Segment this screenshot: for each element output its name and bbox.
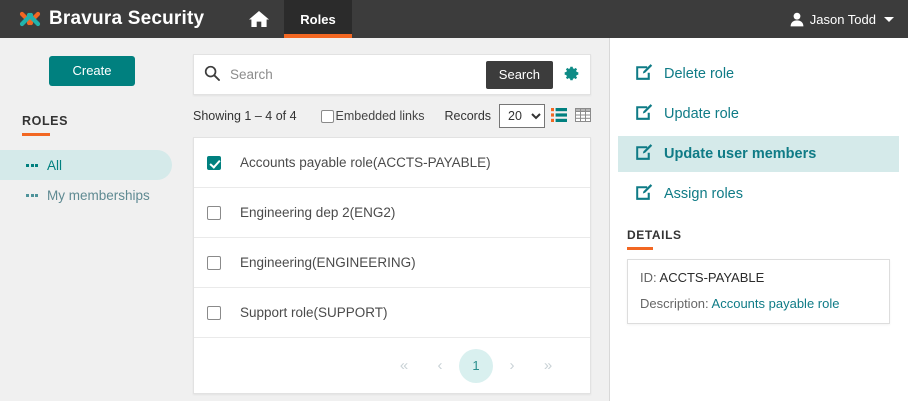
edit-pencil-icon: [635, 183, 653, 205]
action-delete-role[interactable]: Delete role: [618, 56, 899, 92]
home-icon: [248, 9, 270, 29]
chevron-down-icon: [884, 16, 894, 22]
detail-id: ID: ACCTS-PAYABLE: [640, 270, 877, 285]
action-update-role-label: Update role: [664, 106, 739, 122]
gear-icon: [563, 65, 580, 85]
bravura-pinwheel-logo-icon: [18, 7, 42, 31]
view-toggle-group: [551, 107, 591, 125]
row-label: Engineering dep 2(ENG2): [240, 205, 396, 220]
pagination-first[interactable]: «: [399, 357, 409, 374]
table-row[interactable]: Support role(SUPPORT): [194, 288, 590, 338]
list-toolbar: Showing 1 – 4 of 4 Embedded links Record…: [193, 99, 591, 133]
pagination-next[interactable]: ›: [509, 357, 515, 374]
pagination-last[interactable]: »: [543, 357, 553, 374]
row-checkbox[interactable]: [207, 255, 221, 270]
embedded-links-label: Embedded links: [335, 109, 425, 123]
table-row[interactable]: Engineering(ENGINEERING): [194, 238, 590, 288]
records-select[interactable]: 20: [499, 104, 546, 128]
left-area: Create ROLES All My memberships: [0, 38, 610, 401]
detail-description-label: Description:: [640, 296, 709, 311]
edit-pencil-icon: [635, 103, 653, 125]
row-checkbox[interactable]: [207, 155, 221, 170]
sidebar-item-all-label: All: [47, 157, 63, 173]
sidebar-item-my-memberships[interactable]: My memberships: [0, 180, 172, 210]
settings-button[interactable]: [553, 65, 584, 85]
actions-panel: Delete role Update role: [610, 38, 907, 401]
detail-description: Description: Accounts payable role: [640, 296, 877, 311]
search-input[interactable]: [228, 62, 486, 87]
center-column: Search Showing 1 – 4 of 4: [184, 38, 609, 401]
action-update-role[interactable]: Update role: [618, 96, 899, 132]
action-update-user-members-label: Update user members: [664, 146, 817, 162]
detail-description-value[interactable]: Accounts payable role: [711, 296, 840, 311]
user-menu[interactable]: Jason Todd: [790, 0, 908, 38]
main-nav: Roles: [234, 0, 353, 38]
detail-id-label: ID:: [640, 270, 657, 285]
sidebar-list: All My memberships: [0, 150, 184, 210]
nav-item-roles-label: Roles: [300, 11, 336, 27]
user-icon: [790, 12, 804, 27]
table-row[interactable]: Engineering dep 2(ENG2): [194, 188, 590, 238]
row-checkbox[interactable]: [207, 305, 221, 320]
search-icon: [204, 65, 220, 84]
roles-list: Accounts payable role(ACCTS-PAYABLE) Eng…: [193, 137, 591, 394]
row-label: Support role(SUPPORT): [240, 305, 388, 320]
dots-icon: [26, 193, 38, 197]
edit-pencil-icon: [635, 63, 653, 85]
nav-item-roles[interactable]: Roles: [284, 0, 353, 38]
dots-icon: [26, 163, 38, 167]
records-label: Records: [444, 109, 492, 123]
table-row[interactable]: Accounts payable role(ACCTS-PAYABLE): [194, 138, 590, 188]
embedded-links-toggle[interactable]: Embedded links: [320, 109, 425, 123]
pagination-page-1[interactable]: 1: [459, 348, 493, 383]
row-label: Engineering(ENGINEERING): [240, 255, 416, 270]
create-button[interactable]: Create: [49, 56, 135, 86]
sidebar-section-underline: [22, 133, 50, 136]
action-update-user-members[interactable]: Update user members: [618, 136, 899, 172]
brand[interactable]: Bravura Security: [0, 0, 204, 38]
nav-item-home[interactable]: [234, 0, 284, 38]
details-section-title: DETAILS: [627, 228, 682, 242]
brand-name: Bravura Security: [49, 8, 205, 29]
search-button[interactable]: Search: [485, 60, 553, 89]
pagination-prev[interactable]: ‹: [437, 357, 443, 374]
row-label: Accounts payable role(ACCTS-PAYABLE): [240, 155, 491, 170]
edit-pencil-icon: [635, 143, 653, 165]
pagination: « ‹ 1 › »: [194, 338, 590, 393]
row-checkbox[interactable]: [207, 205, 221, 220]
sidebar-item-my-memberships-label: My memberships: [47, 187, 150, 203]
details-card: ID: ACCTS-PAYABLE Description: Accounts …: [627, 259, 890, 324]
user-name: Jason Todd: [809, 11, 876, 27]
sidebar-section-title: ROLES: [22, 114, 69, 128]
top-navigation-bar: Bravura Security Roles Jason: [0, 0, 908, 38]
search-bar: Search: [193, 54, 591, 95]
list-view-icon[interactable]: [551, 107, 567, 125]
action-assign-roles[interactable]: Assign roles: [618, 176, 899, 212]
grid-view-icon[interactable]: [575, 107, 591, 125]
page-body: Create ROLES All My memberships: [0, 38, 908, 401]
sidebar-item-all[interactable]: All: [0, 150, 172, 180]
details-section-underline: [627, 247, 653, 250]
showing-count: Showing 1 – 4 of 4: [193, 109, 297, 123]
action-assign-roles-label: Assign roles: [664, 186, 743, 202]
sidebar: Create ROLES All My memberships: [0, 38, 184, 401]
action-delete-role-label: Delete role: [664, 66, 735, 82]
embedded-links-checkbox[interactable]: [320, 109, 334, 123]
detail-id-value: ACCTS-PAYABLE: [659, 270, 765, 285]
